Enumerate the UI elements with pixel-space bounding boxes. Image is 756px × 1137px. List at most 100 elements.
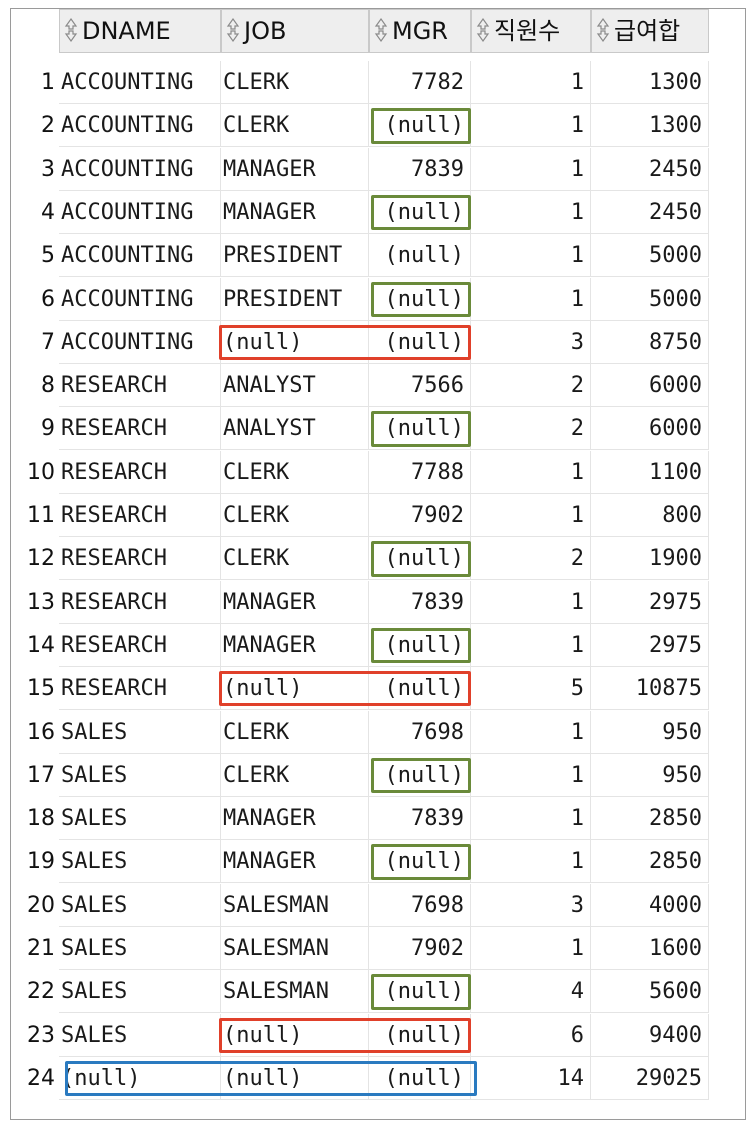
cell-mgr[interactable]: (null) <box>369 190 471 234</box>
cell-job[interactable]: SALESMAN <box>221 883 369 927</box>
cell-dname[interactable]: SALES <box>59 710 221 754</box>
cell-mgr[interactable]: (null) <box>369 970 471 1014</box>
cell-sal[interactable]: 8750 <box>591 320 709 364</box>
cell-job[interactable]: SALESMAN <box>221 970 369 1014</box>
cell-cnt[interactable]: 1 <box>471 710 591 754</box>
cell-cnt[interactable]: 1 <box>471 190 591 234</box>
table-row[interactable]: 20 SALES SALESMAN 7698 3 4000 <box>11 883 711 927</box>
cell-dname[interactable]: SALES <box>59 883 221 927</box>
table-row[interactable]: 9 RESEARCH ANALYST (null) 2 6000 <box>11 407 711 451</box>
cell-mgr[interactable]: (null) <box>369 277 471 321</box>
cell-cnt[interactable]: 4 <box>471 970 591 1014</box>
cell-mgr[interactable]: (null) <box>369 623 471 667</box>
table-row[interactable]: 24 (null) (null) (null) 14 29025 <box>11 1056 711 1100</box>
cell-sal[interactable]: 9400 <box>591 1013 709 1057</box>
cell-cnt[interactable]: 1 <box>471 147 591 191</box>
cell-sal[interactable]: 1100 <box>591 450 709 494</box>
cell-mgr[interactable]: (null) <box>369 1056 471 1100</box>
table-row[interactable]: 18 SALES MANAGER 7839 1 2850 <box>11 797 711 841</box>
cell-job[interactable]: CLERK <box>221 450 369 494</box>
cell-dname[interactable]: ACCOUNTING <box>59 61 221 104</box>
cell-dname[interactable]: RESEARCH <box>59 537 221 581</box>
cell-sal[interactable]: 1900 <box>591 537 709 581</box>
column-header-job[interactable]: JOB <box>221 9 369 53</box>
cell-job[interactable]: MANAGER <box>221 190 369 234</box>
column-header-cnt[interactable]: 직원수 <box>471 9 591 53</box>
cell-dname[interactable]: RESEARCH <box>59 407 221 451</box>
cell-mgr[interactable]: (null) <box>369 537 471 581</box>
cell-dname[interactable]: RESEARCH <box>59 450 221 494</box>
cell-cnt[interactable]: 1 <box>471 450 591 494</box>
cell-dname[interactable]: ACCOUNTING <box>59 320 221 364</box>
cell-mgr[interactable]: 7839 <box>369 147 471 191</box>
cell-cnt[interactable]: 2 <box>471 364 591 408</box>
cell-dname[interactable]: RESEARCH <box>59 623 221 667</box>
cell-cnt[interactable]: 2 <box>471 407 591 451</box>
cell-mgr[interactable]: (null) <box>369 840 471 884</box>
cell-dname[interactable]: ACCOUNTING <box>59 104 221 148</box>
table-row[interactable]: 17 SALES CLERK (null) 1 950 <box>11 753 711 797</box>
cell-mgr[interactable]: (null) <box>369 407 471 451</box>
cell-job[interactable]: ANALYST <box>221 407 369 451</box>
table-row[interactable]: 2 ACCOUNTING CLERK (null) 1 1300 <box>11 104 711 148</box>
cell-sal[interactable]: 2450 <box>591 190 709 234</box>
cell-cnt[interactable]: 1 <box>471 797 591 841</box>
cell-mgr[interactable]: 7788 <box>369 450 471 494</box>
cell-cnt[interactable]: 1 <box>471 927 591 970</box>
cell-cnt[interactable]: 1 <box>471 61 591 104</box>
cell-cnt[interactable]: 1 <box>471 104 591 148</box>
table-row[interactable]: 16 SALES CLERK 7698 1 950 <box>11 710 711 754</box>
cell-cnt[interactable]: 14 <box>471 1056 591 1100</box>
cell-job[interactable]: MANAGER <box>221 580 369 624</box>
cell-dname[interactable]: ACCOUNTING <box>59 190 221 234</box>
cell-mgr[interactable]: 7698 <box>369 883 471 927</box>
table-row[interactable]: 13 RESEARCH MANAGER 7839 1 2975 <box>11 580 711 624</box>
cell-job[interactable]: CLERK <box>221 104 369 148</box>
cell-sal[interactable]: 2975 <box>591 623 709 667</box>
cell-cnt[interactable]: 1 <box>471 580 591 624</box>
cell-cnt[interactable]: 1 <box>471 494 591 537</box>
cell-sal[interactable]: 1300 <box>591 104 709 148</box>
cell-dname[interactable]: RESEARCH <box>59 667 221 711</box>
cell-mgr[interactable]: 7698 <box>369 710 471 754</box>
cell-job[interactable]: PRESIDENT <box>221 234 369 278</box>
cell-cnt[interactable]: 1 <box>471 277 591 321</box>
table-row[interactable]: 1 ACCOUNTING CLERK 7782 1 1300 <box>11 61 711 104</box>
column-header-sal[interactable]: 급여합 <box>591 9 709 53</box>
cell-job[interactable]: MANAGER <box>221 623 369 667</box>
cell-dname[interactable]: SALES <box>59 753 221 797</box>
table-row[interactable]: 5 ACCOUNTING PRESIDENT (null) 1 5000 <box>11 234 711 278</box>
cell-sal[interactable]: 6000 <box>591 364 709 408</box>
table-row[interactable]: 11 RESEARCH CLERK 7902 1 800 <box>11 494 711 537</box>
cell-dname[interactable]: RESEARCH <box>59 494 221 537</box>
cell-job[interactable]: CLERK <box>221 753 369 797</box>
cell-dname[interactable]: SALES <box>59 927 221 970</box>
table-row[interactable]: 3 ACCOUNTING MANAGER 7839 1 2450 <box>11 147 711 191</box>
cell-cnt[interactable]: 2 <box>471 537 591 581</box>
table-row[interactable]: 12 RESEARCH CLERK (null) 2 1900 <box>11 537 711 581</box>
cell-job[interactable]: CLERK <box>221 494 369 537</box>
cell-cnt[interactable]: 3 <box>471 883 591 927</box>
cell-sal[interactable]: 950 <box>591 710 709 754</box>
column-header-dname[interactable]: DNAME <box>59 9 221 53</box>
cell-job[interactable]: CLERK <box>221 537 369 581</box>
cell-dname[interactable]: SALES <box>59 797 221 841</box>
cell-cnt[interactable]: 3 <box>471 320 591 364</box>
cell-sal[interactable]: 1300 <box>591 61 709 104</box>
cell-job[interactable]: CLERK <box>221 61 369 104</box>
cell-mgr[interactable]: 7782 <box>369 61 471 104</box>
table-row[interactable]: 7 ACCOUNTING (null) (null) 3 8750 <box>11 320 711 364</box>
cell-dname[interactable]: ACCOUNTING <box>59 147 221 191</box>
cell-sal[interactable]: 2450 <box>591 147 709 191</box>
cell-sal[interactable]: 800 <box>591 494 709 537</box>
cell-sal[interactable]: 5000 <box>591 277 709 321</box>
table-row[interactable]: 19 SALES MANAGER (null) 1 2850 <box>11 840 711 884</box>
cell-job[interactable]: MANAGER <box>221 147 369 191</box>
cell-sal[interactable]: 2850 <box>591 840 709 884</box>
cell-sal[interactable]: 1600 <box>591 927 709 970</box>
cell-mgr[interactable]: 7839 <box>369 797 471 841</box>
cell-job[interactable]: (null) <box>221 1056 369 1100</box>
cell-sal[interactable]: 5600 <box>591 970 709 1014</box>
cell-job[interactable]: ANALYST <box>221 364 369 408</box>
cell-job[interactable]: (null) <box>221 320 369 364</box>
